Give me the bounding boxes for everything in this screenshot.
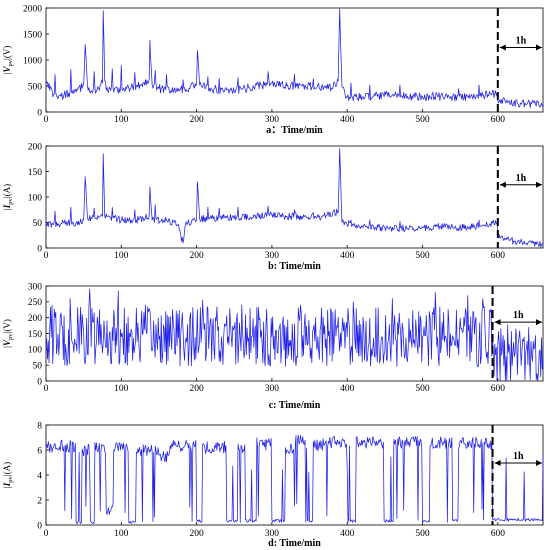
x-tick-label: 500 [415, 251, 430, 261]
y-tick-label: 200 [28, 314, 43, 324]
x-tick-label: 600 [491, 251, 506, 261]
chart-panel-2: 0 50 100 150 200 250 300 0 100 200 300 400 500 600 c: … [2, 282, 544, 411]
x-tick-label: 200 [189, 251, 204, 261]
x-tick-label: 400 [340, 115, 355, 125]
series-line [45, 288, 544, 382]
y-axis-label: |Ipv|(A) [2, 184, 14, 210]
x-tick-label: 100 [114, 115, 129, 125]
y-tick-label: 300 [28, 282, 43, 292]
series-line [45, 8, 544, 109]
x-axis-label: b: Time/min [268, 261, 321, 272]
y-axis-label: |Vpv|(V) [2, 46, 14, 75]
arrowhead-left [499, 44, 506, 51]
x-axis-label: d: Time/min [268, 538, 321, 549]
y-tick-label: 150 [28, 168, 43, 178]
y-tick-label: 4 [37, 471, 42, 481]
x-tick-label: 100 [114, 384, 129, 394]
y-tick-label: 100 [28, 346, 43, 356]
arrowhead-left [499, 181, 506, 188]
x-tick-label: 600 [491, 529, 506, 539]
y-tick-label: 150 [28, 330, 43, 340]
chart-panel-3: 0 2 4 6 8 0 100 200 300 400 500 600 d: Time/min |Ipv|… [2, 421, 544, 549]
plot-frame [45, 145, 544, 249]
y-tick-label: 0 [37, 521, 42, 531]
y-tick-label: 2000 [23, 4, 42, 14]
x-tick-label: 600 [491, 384, 506, 394]
arrowhead-right [536, 460, 542, 466]
chart-panel-0: 0 500 1000 1500 2000 0 100 200 300 400 500 600 a：Tim… [2, 4, 544, 136]
x-tick-label: 400 [340, 529, 355, 539]
y-tick-label: 0 [37, 377, 42, 387]
duration-label: 1h [516, 36, 527, 47]
y-tick-label: 250 [28, 298, 43, 308]
x-tick-label: 400 [340, 384, 355, 394]
x-tick-label: 500 [415, 384, 430, 394]
duration-label: 1h [513, 451, 524, 462]
y-tick-label: 6 [37, 446, 42, 456]
duration-label: 1h [516, 173, 527, 184]
x-tick-label: 300 [265, 384, 280, 394]
x-tick-label: 0 [44, 529, 49, 539]
duration-label: 1h [513, 310, 524, 321]
y-tick-label: 1000 [23, 56, 42, 66]
y-tick-label: 0 [37, 244, 42, 254]
arrowhead-left [494, 319, 501, 326]
x-tick-label: 500 [415, 115, 430, 125]
y-axis-label: |Ipv|(A) [2, 462, 14, 488]
x-axis-label: a：Time/min [266, 125, 323, 136]
x-tick-label: 0 [44, 115, 49, 125]
x-tick-label: 300 [265, 251, 280, 261]
x-tick-label: 400 [340, 251, 355, 261]
plot-frame [45, 424, 544, 526]
y-axis-label: |Vpv|(V) [2, 319, 14, 348]
chart-panel-1: 0 50 100 150 200 0 100 200 300 400 500 600 b: Time/m… [2, 142, 544, 272]
series-line [45, 148, 544, 248]
x-tick-label: 100 [114, 251, 129, 261]
x-tick-label: 200 [189, 115, 204, 125]
series-line [45, 434, 544, 524]
x-tick-label: 300 [265, 529, 280, 539]
x-tick-label: 600 [491, 115, 506, 125]
x-tick-label: 200 [189, 384, 204, 394]
y-tick-label: 8 [37, 421, 42, 431]
arrowhead-right [536, 319, 542, 326]
x-tick-label: 100 [114, 529, 129, 539]
arrowhead-right [536, 181, 542, 188]
y-tick-label: 100 [28, 193, 43, 203]
y-tick-label: 0 [37, 108, 42, 118]
x-axis-label: c: Time/min [269, 400, 321, 411]
y-tick-label: 200 [28, 142, 43, 152]
y-tick-label: 1500 [23, 30, 42, 40]
y-tick-label: 500 [28, 82, 43, 92]
y-tick-label: 50 [33, 361, 43, 371]
x-tick-label: 200 [189, 529, 204, 539]
x-tick-label: 0 [44, 384, 49, 394]
x-tick-label: 300 [265, 115, 280, 125]
y-tick-label: 50 [33, 219, 43, 229]
y-tick-label: 2 [37, 496, 42, 506]
arrowhead-right [536, 44, 542, 51]
arrowhead-left [494, 460, 501, 466]
x-tick-label: 500 [415, 529, 430, 539]
x-tick-label: 0 [44, 251, 49, 261]
